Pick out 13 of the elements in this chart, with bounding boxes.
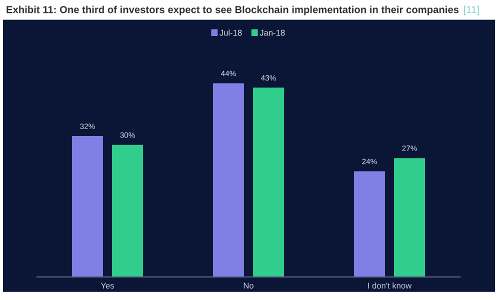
chart-title: Exhibit 11: One third of investors expect to see Blockchain implementation in their companies (6, 6, 459, 16)
bar (253, 88, 284, 277)
x-tick-label: No (244, 282, 254, 289)
text: [11] (464, 6, 479, 16)
legend-label: Jul-18 (220, 30, 242, 36)
bar (112, 144, 144, 277)
bar (212, 83, 244, 277)
legend-label: Jan-18 (260, 30, 285, 36)
x-tick-label: Yes (100, 282, 114, 289)
bar (354, 171, 385, 277)
bar (394, 158, 426, 277)
bar (72, 136, 103, 277)
x-tick-label: I don't know (368, 282, 412, 289)
